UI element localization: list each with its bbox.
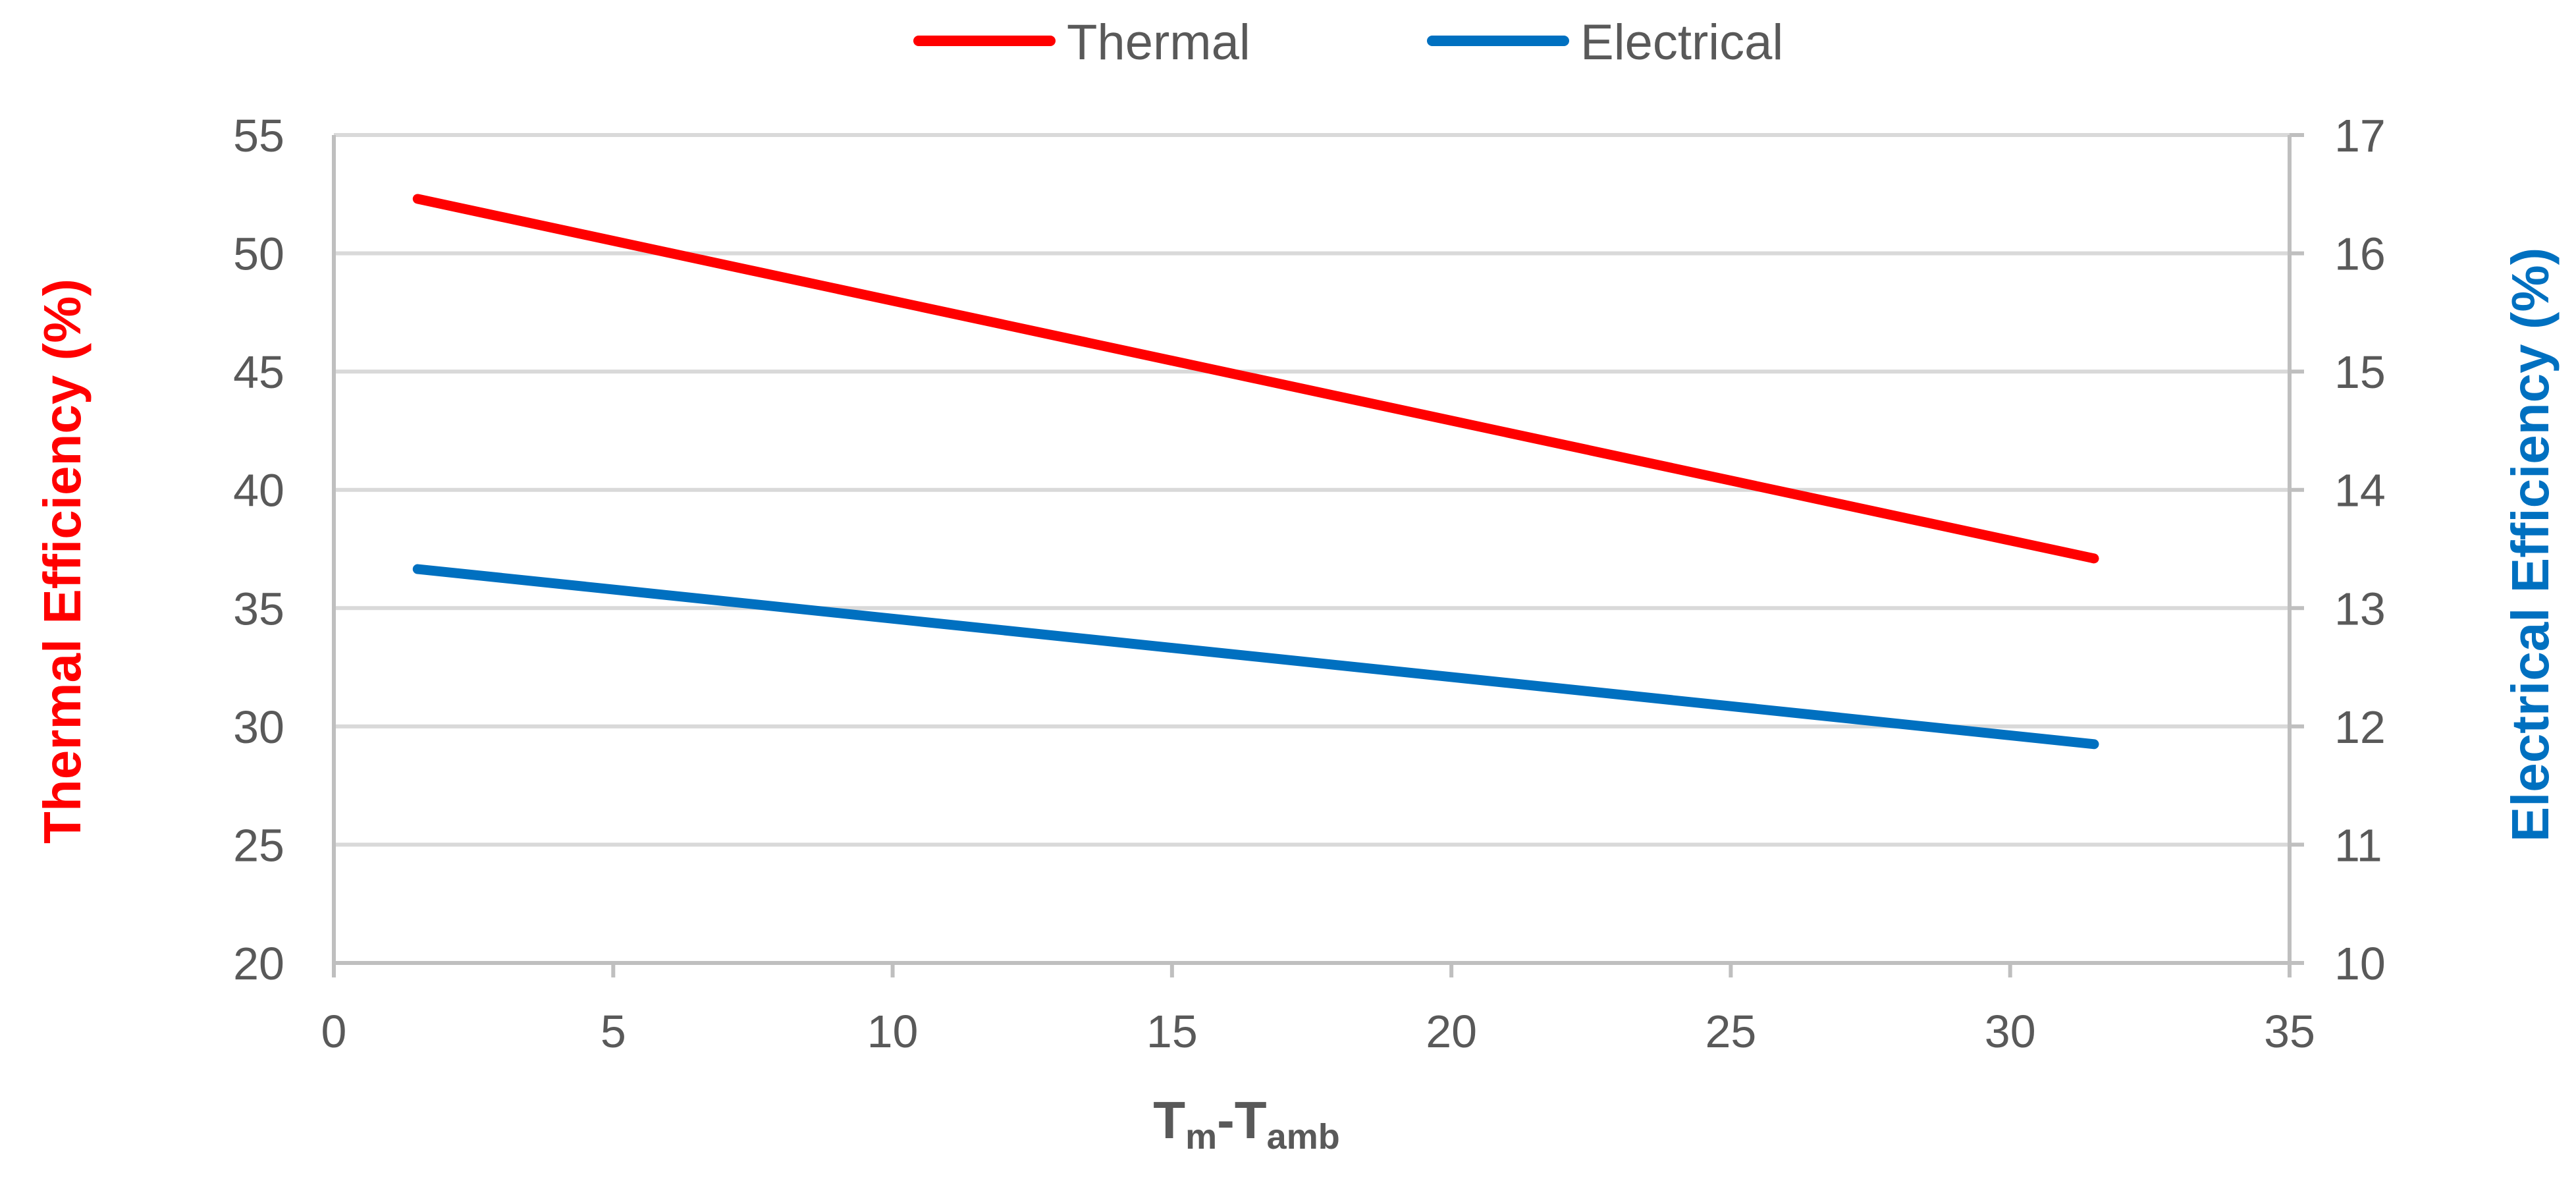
left-y-tick-label: 20	[233, 938, 284, 989]
right-y-axis-title: Electrical Efficiency (%)	[2501, 248, 2560, 842]
gridlines	[332, 133, 2304, 977]
x-tick-label: 25	[1705, 1006, 1756, 1057]
right-y-tick-label: 13	[2334, 583, 2386, 634]
right-y-tick-label: 16	[2334, 229, 2386, 280]
tick-labels: 20 25 30 35 40 45 50 55 10 11 12 13 14 15 16 17 0 5 10 15 20…	[233, 110, 2386, 1057]
left-y-tick-label: 30	[233, 701, 284, 753]
legend-label-thermal: Thermal	[1067, 14, 1250, 70]
x-tick-label: 15	[1146, 1006, 1198, 1057]
x-tick-label: 35	[2264, 1006, 2315, 1057]
right-y-tick-label: 17	[2334, 110, 2386, 161]
left-y-tick-label: 45	[233, 346, 284, 398]
series-line-electrical	[412, 564, 2099, 750]
right-y-tick-label: 15	[2334, 346, 2386, 398]
left-y-tick-label: 40	[233, 465, 284, 516]
left-y-axis-title: Thermal Efficiency (%)	[33, 279, 92, 844]
x-tick-label: 5	[601, 1006, 626, 1057]
series-lines	[412, 194, 2099, 750]
left-y-tick-label: 50	[233, 229, 284, 280]
left-y-tick-label: 55	[233, 110, 284, 161]
x-axis-title: Tm-Tamb	[1153, 1091, 1339, 1157]
left-y-tick-label: 35	[233, 583, 284, 634]
x-tick-label: 10	[867, 1006, 919, 1057]
axes	[332, 135, 2292, 965]
x-tick-label: 0	[321, 1006, 347, 1057]
x-tick-label: 30	[1985, 1006, 2036, 1057]
legend: Thermal Electrical	[913, 14, 1783, 70]
legend-label-electrical: Electrical	[1580, 14, 1783, 70]
series-line-thermal	[412, 194, 2099, 564]
left-y-tick-label: 25	[233, 819, 284, 871]
right-y-tick-label: 12	[2334, 701, 2386, 753]
right-y-tick-label: 14	[2334, 465, 2386, 516]
right-y-tick-label: 11	[2334, 819, 2382, 871]
x-tick-label: 20	[1426, 1006, 1477, 1057]
right-y-tick-label: 10	[2334, 938, 2386, 989]
